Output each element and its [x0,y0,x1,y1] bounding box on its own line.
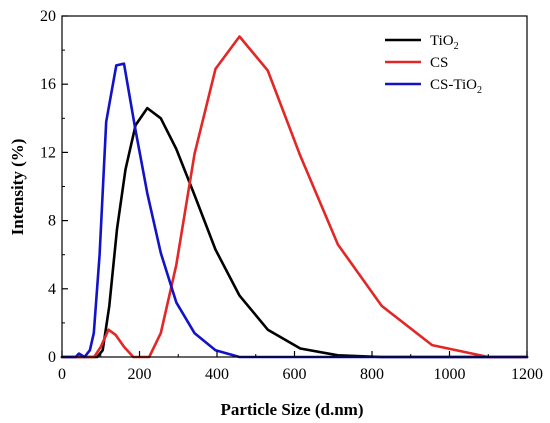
y-tick-label-4: 16 [40,76,56,93]
x-tick-label-1: 200 [128,366,152,383]
x-tick-label-2: 400 [205,366,229,383]
y-axis-title: Intensity (%) [8,139,27,236]
x-tick-label-4: 800 [360,366,384,383]
y-tick-label-5: 20 [40,8,56,25]
y-tick-label-0: 0 [48,349,56,366]
y-tick-label-1: 4 [48,281,56,298]
x-tick-label-0: 0 [58,366,66,383]
legend: TiO2 CS CS-TiO2 [385,33,482,96]
legend-label-1: CS [430,55,448,71]
x-tick-label-5: 1000 [434,366,466,383]
legend-label-0: TiO2 [430,33,459,52]
y-tick-label-3: 12 [40,144,56,161]
y-tick-label-2: 8 [48,213,56,230]
x-axis-title: Particle Size (d.nm) [220,400,363,419]
series-line-1 [60,35,529,359]
plot-frame [61,15,528,358]
legend-label-2: CS-TiO2 [430,77,482,96]
x-tick-label-3: 600 [283,366,307,383]
series-line-2 [60,62,529,359]
x-tick-label-6: 1200 [511,366,543,383]
axes-layer [61,15,528,358]
ticks-layer: 0 200 400 600 800 1000 1200 0 4 8 12 16 20 [40,8,543,383]
series-line-0 [60,106,529,359]
